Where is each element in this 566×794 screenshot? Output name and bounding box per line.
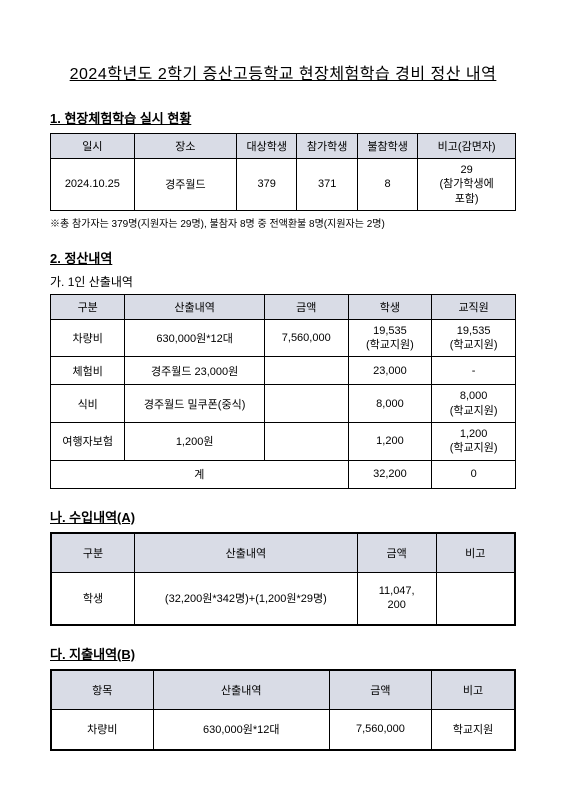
table-row: 학생 (32,200원*342명)+(1,200원*29명) 11,047, 2… <box>51 573 515 625</box>
calc-table: 구분 산출내역 금액 학생 교직원 차량비 630,000원*12대 7,560… <box>50 294 516 489</box>
section-1: 1. 현장체험학습 실시 현황 일시 장소 대상학생 참가학생 불참학생 비고(… <box>50 108 516 230</box>
table-row: 차량비 630,000원*12대 7,560,000 학교지원 <box>51 710 515 750</box>
td-total-label: 계 <box>51 460 349 488</box>
td: - <box>432 357 516 385</box>
th: 산출내역 <box>153 670 329 710</box>
td: 23,000 <box>348 357 432 385</box>
td: 630,000원*12대 <box>125 319 265 357</box>
th-remark: 비고(감면자) <box>418 134 516 159</box>
th: 산출내역 <box>135 533 358 573</box>
val-sub: (학교지원) <box>450 339 498 351</box>
td: 19,535 (학교지원) <box>432 319 516 357</box>
td: 11,047, 200 <box>357 573 436 625</box>
td: 차량비 <box>51 710 153 750</box>
td: 630,000원*12대 <box>153 710 329 750</box>
val: 1,200 <box>460 428 488 440</box>
th-place: 장소 <box>134 134 236 159</box>
td-date: 2024.10.25 <box>51 159 135 211</box>
td: 19,535 (학교지원) <box>348 319 432 357</box>
section-3-heading: 나. 수입내역(A) <box>50 507 516 526</box>
th-date: 일시 <box>51 134 135 159</box>
th: 금액 <box>264 294 348 319</box>
td: 8,000 <box>348 385 432 423</box>
td: 학생 <box>51 573 135 625</box>
page-title: 2024학년도 2학기 증산고등학교 현장체험학습 경비 정산 내역 <box>50 60 516 84</box>
expense-table: 항목 산출내역 금액 비고 차량비 630,000원*12대 7,560,000… <box>50 669 516 751</box>
td <box>264 385 348 423</box>
td-remark: 29 (참가학생에 포함) <box>418 159 516 211</box>
section-1-note: ※총 참가자는 379명(지원자는 29명), 불참자 8명 중 전액환불 8명… <box>50 215 516 230</box>
val: 11,047, <box>379 585 415 597</box>
table-row: 체험비 경주월드 23,000원 23,000 - <box>51 357 516 385</box>
th-target: 대상학생 <box>236 134 296 159</box>
td <box>264 423 348 461</box>
val: 8,000 <box>460 390 488 402</box>
table-row-total: 계 32,200 0 <box>51 460 516 488</box>
val: 19,535 <box>457 325 491 337</box>
td: 1,200 <box>348 423 432 461</box>
td: 경주월드 23,000원 <box>125 357 265 385</box>
section-2: 2. 정산내역 가. 1인 산출내역 구분 산출내역 금액 학생 교직원 차량비… <box>50 248 516 489</box>
td: 7,560,000 <box>264 319 348 357</box>
th: 금액 <box>329 670 431 710</box>
table-row: 차량비 630,000원*12대 7,560,000 19,535 (학교지원)… <box>51 319 516 357</box>
section-4: 다. 지출내역(B) 항목 산출내역 금액 비고 차량비 630,000원*12… <box>50 644 516 751</box>
section-3: 나. 수입내역(A) 구분 산출내역 금액 비고 학생 (32,200원*342… <box>50 507 516 626</box>
td-place: 경주월드 <box>134 159 236 211</box>
val: 19,535 <box>373 325 407 337</box>
income-table: 구분 산출내역 금액 비고 학생 (32,200원*342명)+(1,200원*… <box>50 532 516 626</box>
table-row: 여행자보험 1,200원 1,200 1,200 (학교지원) <box>51 423 516 461</box>
td: (32,200원*342명)+(1,200원*29명) <box>135 573 358 625</box>
td: 8,000 (학교지원) <box>432 385 516 423</box>
val: 200 <box>387 599 405 611</box>
th: 비고 <box>431 670 515 710</box>
td-attend: 371 <box>297 159 357 211</box>
td: 여행자보험 <box>51 423 125 461</box>
table-row: 식비 경주월드 밀쿠폰(중식) 8,000 8,000 (학교지원) <box>51 385 516 423</box>
th: 구분 <box>51 533 135 573</box>
remark-line2: (참가학생에 <box>440 178 494 190</box>
td: 식비 <box>51 385 125 423</box>
th: 교직원 <box>432 294 516 319</box>
td: 체험비 <box>51 357 125 385</box>
th: 금액 <box>357 533 436 573</box>
section-2-heading: 2. 정산내역 <box>50 248 516 267</box>
td-absent: 8 <box>357 159 417 211</box>
td: 학교지원 <box>431 710 515 750</box>
th: 산출내역 <box>125 294 265 319</box>
td <box>264 357 348 385</box>
val-sub: (학교지원) <box>450 405 498 417</box>
remark-line1: 29 <box>461 164 473 176</box>
section-1-heading: 1. 현장체험학습 실시 현황 <box>50 108 516 127</box>
th: 구분 <box>51 294 125 319</box>
td: 차량비 <box>51 319 125 357</box>
td-total-student: 32,200 <box>348 460 432 488</box>
val-sub: (학교지원) <box>450 442 498 454</box>
th: 비고 <box>436 533 515 573</box>
table-row: 2024.10.25 경주월드 379 371 8 29 (참가학생에 포함) <box>51 159 516 211</box>
td-target: 379 <box>236 159 296 211</box>
th-absent: 불참학생 <box>357 134 417 159</box>
th-attend: 참가학생 <box>297 134 357 159</box>
th: 학생 <box>348 294 432 319</box>
td: 경주월드 밀쿠폰(중식) <box>125 385 265 423</box>
section-4-heading: 다. 지출내역(B) <box>50 644 516 663</box>
status-table: 일시 장소 대상학생 참가학생 불참학생 비고(감면자) 2024.10.25 … <box>50 133 516 211</box>
td <box>436 573 515 625</box>
section-2a-heading: 가. 1인 산출내역 <box>50 273 516 290</box>
td-total-staff: 0 <box>432 460 516 488</box>
td: 1,200 (학교지원) <box>432 423 516 461</box>
val-sub: (학교지원) <box>366 339 414 351</box>
td: 7,560,000 <box>329 710 431 750</box>
remark-line3: 포함) <box>455 193 479 205</box>
td: 1,200원 <box>125 423 265 461</box>
th: 항목 <box>51 670 153 710</box>
